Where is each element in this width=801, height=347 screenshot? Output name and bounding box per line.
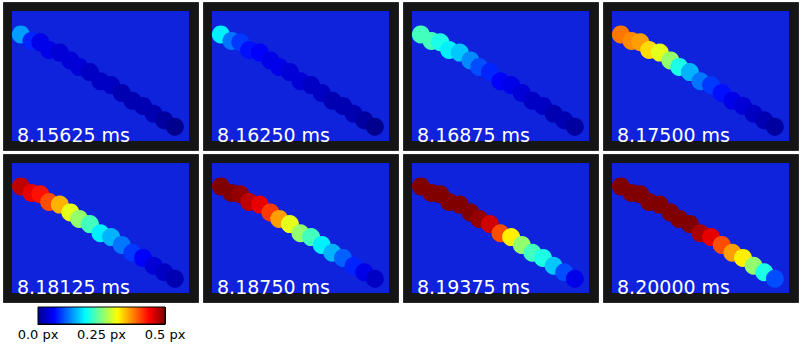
svg-text:8.20000 ms: 8.20000 ms xyxy=(617,276,730,298)
svg-text:0.5 px: 0.5 px xyxy=(145,327,186,342)
svg-text:8.18125 ms: 8.18125 ms xyxy=(17,276,130,298)
svg-text:8.15625 ms: 8.15625 ms xyxy=(17,124,130,146)
svg-text:8.19375 ms: 8.19375 ms xyxy=(417,276,530,298)
svg-text:0.0 px: 0.0 px xyxy=(18,327,59,342)
svg-text:0.25 px: 0.25 px xyxy=(77,327,126,342)
svg-text:8.16875 ms: 8.16875 ms xyxy=(417,124,530,146)
svg-text:8.18750 ms: 8.18750 ms xyxy=(217,276,330,298)
svg-text:8.17500 ms: 8.17500 ms xyxy=(617,124,730,146)
svg-text:8.16250 ms: 8.16250 ms xyxy=(217,124,330,146)
